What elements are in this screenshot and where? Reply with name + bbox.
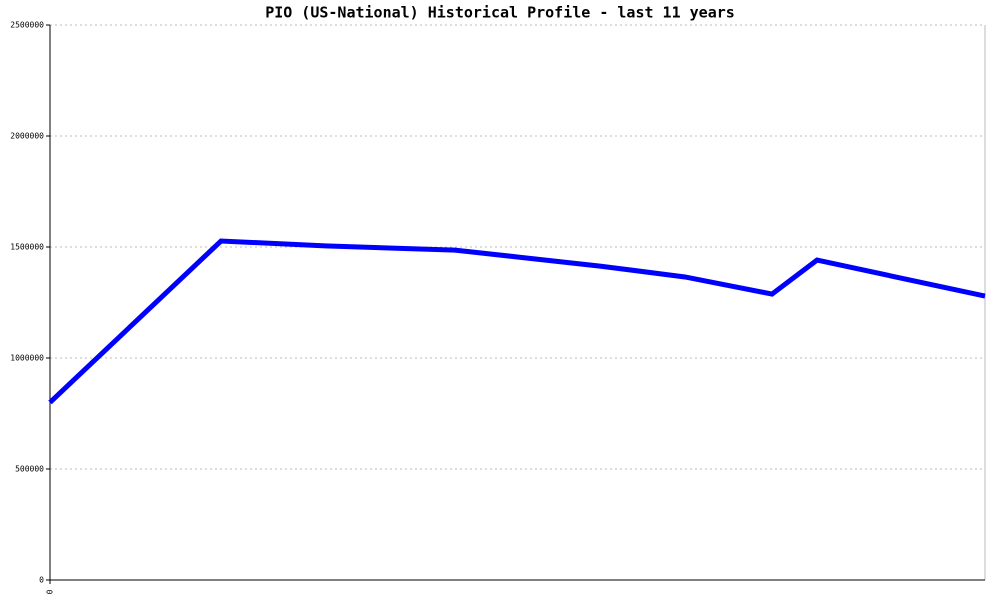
y-tick-label: 0 — [39, 576, 44, 585]
x-tick-label: 0 — [46, 589, 55, 594]
chart-title: PIO (US-National) Historical Profile - l… — [265, 4, 735, 22]
y-tick-label: 1000000 — [10, 354, 44, 363]
data-line — [48, 238, 986, 405]
y-tick-label: 1500000 — [10, 243, 44, 252]
y-tick-label: 2000000 — [10, 132, 44, 141]
y-tick-label: 500000 — [15, 465, 44, 474]
y-tick-label: 2500000 — [10, 21, 44, 30]
